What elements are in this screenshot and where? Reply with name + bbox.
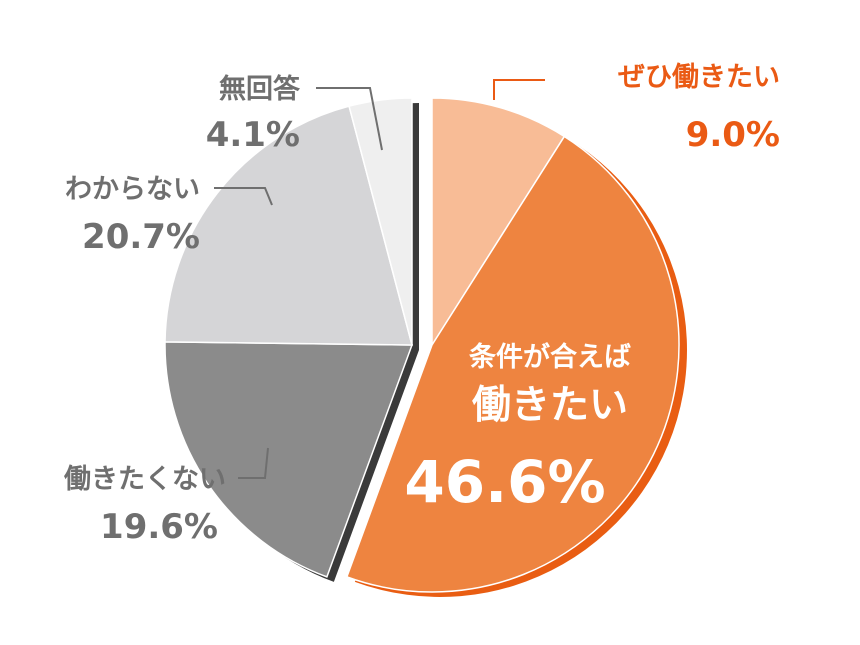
slice-zehi-hatarakitai xyxy=(431,97,566,348)
slice-hatarakitakunai xyxy=(164,341,414,578)
label-jouken-line1: 条件が合えば xyxy=(469,341,631,373)
slice-jouken-ga-aeba-hatarakitai xyxy=(345,135,680,593)
label-mukaitou-name: 無回答 xyxy=(219,73,301,105)
label-wakaranai-value: 20.7% xyxy=(82,217,200,257)
leader-line-hatarakitakunai xyxy=(238,447,269,479)
label-jouken-value: 46.6% xyxy=(404,448,605,516)
label-hatarakitakunai-value: 19.6% xyxy=(100,507,218,547)
slice-mukaitou xyxy=(348,97,413,346)
label-jouken-line2: 働きたい xyxy=(472,383,628,428)
slice-wakaranai xyxy=(164,105,413,346)
leader-line-wakaranai xyxy=(214,187,273,206)
label-hatarakitakunai-name: 働きたくない xyxy=(64,464,226,495)
leader-line-zehi xyxy=(493,79,545,100)
label-mukaitou-value: 4.1% xyxy=(206,115,300,155)
label-zehi-name: ぜひ働きたい xyxy=(618,62,780,93)
leader-line-mukaitou xyxy=(316,87,383,151)
label-zehi-value: 9.0% xyxy=(686,115,780,155)
label-wakaranai-name: わからない xyxy=(65,174,200,205)
